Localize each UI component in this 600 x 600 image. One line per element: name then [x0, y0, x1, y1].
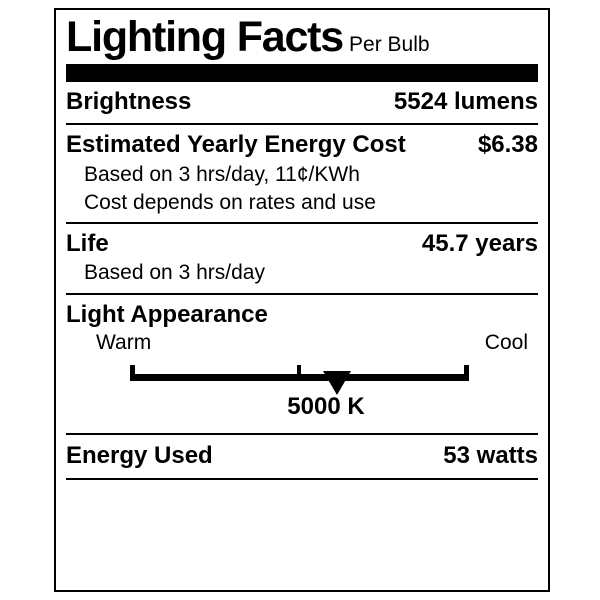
energy-cost-note-disclaimer: Cost depends on rates and use	[84, 191, 376, 214]
energy-cost-row: Estimated Yearly Energy Cost $6.38	[66, 125, 538, 163]
divider-after-light-appearance	[66, 433, 538, 435]
section-light-appearance: Light Appearance Warm Cool 5000 K	[66, 295, 538, 433]
scale-bar-wrapper	[130, 365, 469, 395]
header-divider-bar	[66, 64, 538, 82]
life-row: Life 45.7 years	[66, 224, 538, 261]
energy-used-label: Energy Used	[66, 442, 213, 469]
brightness-value: 5524 lumens	[393, 88, 538, 115]
divider-after-brightness	[66, 123, 538, 125]
section-energy-used: Energy Used 53 watts	[66, 435, 538, 478]
light-appearance-scale: Warm Cool 5000 K	[66, 331, 538, 427]
scale-left-endcap	[130, 365, 135, 381]
energy-used-value: 53 watts	[443, 442, 538, 469]
label-subtitle: Per Bulb	[349, 33, 430, 56]
life-label: Life	[66, 230, 109, 257]
scale-end-labels: Warm Cool	[96, 331, 528, 355]
energy-cost-value: $6.38	[477, 131, 538, 158]
energy-cost-label: Estimated Yearly Energy Cost	[66, 131, 406, 158]
light-appearance-label: Light Appearance	[66, 301, 268, 328]
scale-midpoint-tick	[297, 365, 302, 377]
life-value: 45.7 years	[421, 230, 538, 257]
scale-track	[130, 374, 469, 381]
brightness-row: Brightness 5524 lumens	[66, 82, 538, 123]
energy-used-row: Energy Used 53 watts	[66, 435, 538, 478]
label-header: Lighting Facts Per Bulb	[66, 10, 538, 62]
section-energy-cost: Estimated Yearly Energy Cost $6.38 Based…	[66, 125, 538, 222]
scale-warm-label: Warm	[96, 331, 152, 354]
divider-after-energy-cost	[66, 222, 538, 224]
lighting-facts-label: Lighting Facts Per Bulb Brightness 5524 …	[54, 8, 550, 592]
color-temperature-value: 5000 K	[287, 393, 365, 420]
section-brightness: Brightness 5524 lumens	[66, 82, 538, 123]
label-inner: Lighting Facts Per Bulb Brightness 5524 …	[66, 10, 538, 590]
divider-after-life	[66, 293, 538, 295]
brightness-label: Brightness	[66, 88, 192, 115]
scale-cool-label: Cool	[484, 331, 528, 354]
label-footer-space	[66, 480, 538, 580]
color-temperature-marker-icon	[323, 371, 352, 395]
energy-cost-note-basis: Based on 3 hrs/day, 11¢/KWh	[84, 163, 360, 186]
page-title: Lighting Facts	[66, 13, 344, 61]
divider-after-energy-used	[66, 478, 538, 480]
scale-right-endcap	[464, 365, 469, 381]
section-life: Life 45.7 years Based on 3 hrs/day	[66, 224, 538, 293]
life-note: Based on 3 hrs/day	[84, 261, 265, 284]
